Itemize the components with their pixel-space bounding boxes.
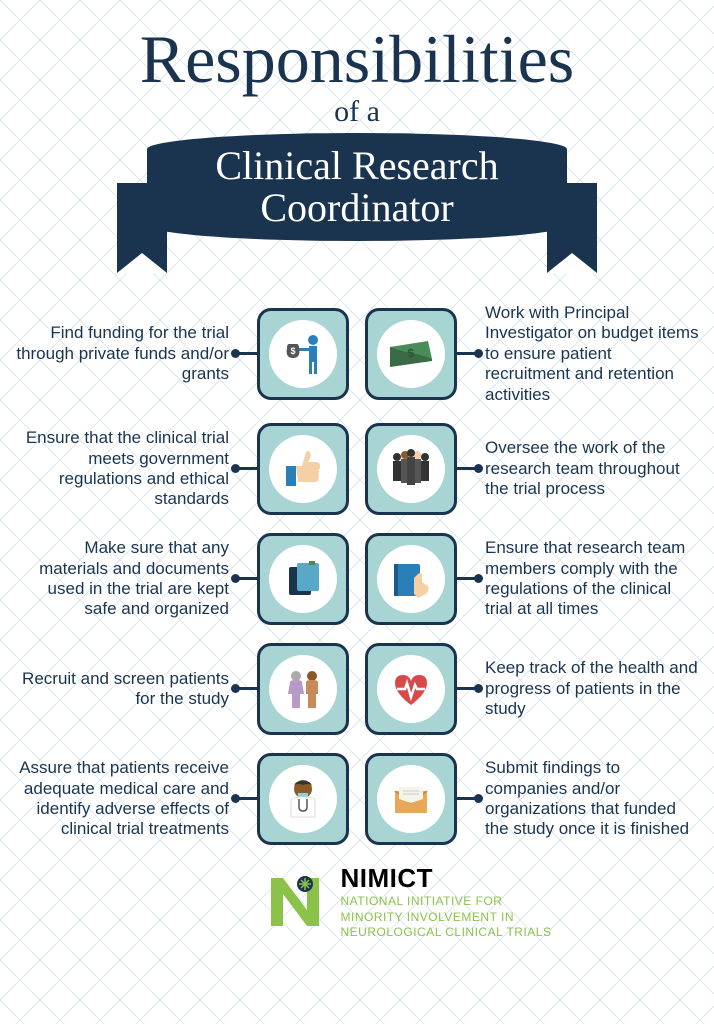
icon-cell <box>357 643 479 735</box>
people-group-icon <box>383 441 439 497</box>
item-text: Ensure that research team members comply… <box>479 538 700 620</box>
footer-full-1: NATIONAL INITIATIVE FOR <box>341 894 552 910</box>
item-text: Find funding for the trial through priva… <box>14 323 235 384</box>
icon-cell <box>235 423 357 515</box>
icon-cell <box>357 753 479 845</box>
dollar-bill-icon: $ <box>384 327 438 381</box>
icon-cell: $ <box>357 308 479 400</box>
footer-full-3: NEUROLOGICAL CLINICAL TRIALS <box>341 925 552 941</box>
responsibilities-grid: Find funding for the trial through priva… <box>0 303 714 845</box>
item-text: Ensure that the clinical trial meets gov… <box>14 428 235 510</box>
envelope-icon <box>387 775 435 823</box>
icon-cell <box>357 533 479 625</box>
ribbon-line1: Clinical Research <box>215 145 498 187</box>
item-text: Make sure that any materials and documen… <box>14 538 235 620</box>
footer-acronym: NIMICT <box>341 863 552 894</box>
item-text: Submit findings to companies and/or orga… <box>479 758 700 840</box>
title-sub: of a <box>0 95 714 129</box>
item-text: Assure that patients receive adequate me… <box>14 758 235 840</box>
doctor-icon <box>279 775 327 823</box>
footer-full-2: MINORITY INVOLVEMENT IN <box>341 910 552 926</box>
footer: NIMICT NATIONAL INITIATIVE FOR MINORITY … <box>0 863 714 941</box>
hand-on-book-icon <box>386 554 436 604</box>
icon-cell: $ <box>235 308 357 400</box>
item-text: Recruit and screen patients for the stud… <box>14 669 235 710</box>
item-text: Keep track of the health and progress of… <box>479 658 700 719</box>
heart-pulse-icon <box>387 665 435 713</box>
item-text: Work with Principal Investigator on budg… <box>479 303 700 405</box>
nimict-logo-icon <box>263 870 327 934</box>
icon-cell <box>235 533 357 625</box>
icon-cell <box>235 643 357 735</box>
two-people-icon <box>278 664 328 714</box>
icon-cell <box>235 753 357 845</box>
item-text: Oversee the work of the research team th… <box>479 438 700 499</box>
title-main: Responsibilities <box>0 0 714 99</box>
money-bag-person-icon: $ <box>279 330 327 378</box>
ribbon-banner: Clinical Research Coordinator <box>117 133 597 273</box>
svg-text:$: $ <box>290 346 295 356</box>
documents-icon <box>279 555 327 603</box>
ribbon-line2: Coordinator <box>260 187 453 229</box>
icon-cell <box>357 423 479 515</box>
thumbs-up-icon <box>278 444 328 494</box>
